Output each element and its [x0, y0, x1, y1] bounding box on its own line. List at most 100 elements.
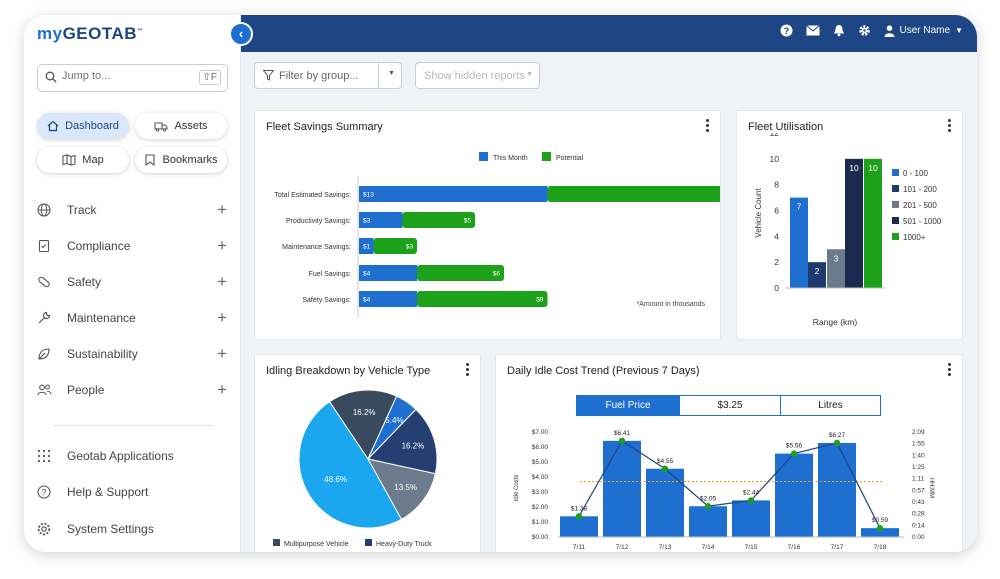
point-value-label: $0.59 [872, 517, 889, 524]
bar-value-label: 2 [815, 266, 820, 276]
nav-item-label: Geotab Applications [67, 449, 174, 463]
quick-link-dashboard[interactable]: Dashboard [37, 113, 129, 139]
trend-point [704, 503, 712, 510]
nav-item-compliance[interactable]: Compliance + [37, 236, 227, 256]
price-value-tab[interactable]: $3.25 [679, 396, 780, 415]
sidebar: myGEOTAB™ ⇧F Dashboard Assets Map Bookma… [24, 15, 241, 552]
x-axis-label: Range (km) [813, 317, 858, 327]
expand-plus-icon[interactable]: + [217, 200, 227, 219]
nav-item-track[interactable]: Track + [37, 200, 227, 220]
trend-point [575, 513, 583, 520]
nav-item-geotab-applications[interactable]: Geotab Applications [37, 446, 227, 466]
quick-link-assets[interactable]: Assets [135, 113, 227, 139]
nav-item-maintenance[interactable]: Maintenance + [37, 308, 227, 328]
expand-plus-icon[interactable]: + [217, 344, 227, 363]
pie-slice [367, 458, 436, 521]
x-tick-date: 7/15 [745, 544, 758, 551]
point-value-label: $6.27 [829, 432, 846, 439]
expand-plus-icon[interactable]: + [217, 272, 227, 291]
logo-tm: ™ [137, 28, 144, 35]
nav-item-safety[interactable]: Safety + [37, 272, 227, 292]
card-title: Fleet Savings Summary [266, 121, 383, 133]
y-left-tick: $2.00 [532, 504, 549, 511]
show-hidden-reports-dropdown[interactable]: Show hidden reports ▼ [415, 62, 540, 89]
idle-cost-bar [775, 453, 813, 537]
legend-swatch-this-month [479, 152, 488, 161]
bar-label-potential: $5 [464, 218, 472, 225]
tab-label: Fuel Price [605, 400, 651, 411]
trend-point [618, 437, 626, 445]
x-tick-date: 7/13 [659, 544, 672, 551]
help-icon[interactable]: ? [780, 24, 793, 37]
y-right-tick: 1:25 [912, 464, 925, 471]
expand-plus-icon[interactable]: + [217, 380, 227, 399]
people-icon [37, 384, 52, 396]
user-menu[interactable]: User Name ▼ [884, 24, 963, 37]
idle-cost-bar [732, 500, 770, 537]
idle-cost-bar [861, 528, 899, 537]
savings-category-label: Fuel Savings: [309, 271, 351, 278]
more-options-icon[interactable] [948, 119, 952, 134]
y-left-tick: $5.00 [532, 459, 549, 466]
svg-text:?: ? [783, 26, 789, 36]
nav-item-system-settings[interactable]: System Settings [37, 519, 227, 539]
group-filter-dropdown[interactable]: Filter by group... ▼ [254, 62, 402, 89]
y-right-tick: 0:43 [912, 499, 925, 506]
expand-plus-icon[interactable]: + [217, 308, 227, 327]
trend-point [661, 465, 669, 472]
card-title: Fleet Utilisation [748, 121, 824, 133]
y-tick-label: 10 [770, 154, 780, 164]
litres-tab[interactable]: Litres [780, 396, 880, 415]
savings-category-label: Safety Savings: [302, 297, 351, 304]
bell-icon[interactable] [833, 24, 845, 37]
y-left-tick: $0.00 [532, 534, 549, 541]
legend-swatch [892, 201, 899, 208]
y-right-tick: 0:00 [912, 534, 925, 541]
nav-item-label: Help & Support [67, 485, 149, 499]
settings-gear-icon[interactable] [858, 24, 871, 37]
app-window: myGEOTAB™ ⇧F Dashboard Assets Map Bookma… [24, 15, 977, 552]
mail-icon[interactable] [805, 25, 820, 36]
expand-plus-icon[interactable]: + [217, 236, 227, 255]
logo-geotab-text: GEOTAB [62, 24, 138, 43]
apps-grid-icon [37, 449, 51, 463]
logo-my-text: my [37, 24, 63, 43]
y-axis-left-label: Idle Costs [514, 475, 520, 502]
quick-link-bookmarks[interactable]: Bookmarks [135, 147, 227, 173]
bar-this-month [359, 291, 417, 307]
idling-breakdown-card: Idling Breakdown by Vehicle Type 16.2% 5.… [254, 354, 481, 552]
point-value-label: $2.44 [743, 489, 760, 496]
pie-slice-label: 48.6% [324, 475, 347, 484]
idle-cost-chart: $0.00 $1.00 $2.00 $3.00 $4.00 $5.00 $6.00 $7.00… [514, 429, 934, 551]
y-left-tick: $6.00 [532, 444, 549, 451]
jump-to-search[interactable]: ⇧F [37, 64, 228, 92]
sidebar-collapse-button[interactable]: ‹ [229, 22, 253, 46]
fuel-price-tab[interactable]: Fuel Price [577, 396, 679, 415]
legend-label: 201 - 500 [903, 201, 937, 210]
nav-item-sustainability[interactable]: Sustainability + [37, 344, 227, 364]
quick-link-map[interactable]: Map [37, 147, 129, 173]
quick-link-label: Map [82, 154, 104, 166]
more-options-icon[interactable] [706, 119, 710, 134]
y-tick-label: 2 [774, 257, 779, 267]
nav-item-help-support[interactable]: ? Help & Support [37, 482, 227, 502]
bar-this-month [359, 265, 417, 281]
jump-to-input[interactable] [62, 70, 182, 82]
more-options-icon[interactable] [466, 363, 470, 378]
x-tick-date: 7/11 [573, 544, 586, 551]
wrench-icon [38, 311, 51, 324]
bar-label-this-month: $1 [363, 244, 371, 251]
more-options-icon[interactable] [948, 363, 952, 378]
truck-icon [154, 122, 169, 132]
mygeotab-logo[interactable]: myGEOTAB™ [37, 24, 144, 44]
tab-label: Litres [818, 400, 843, 411]
nav-item-label: Maintenance [67, 311, 136, 325]
idle-cost-bar [689, 506, 727, 537]
dropdown-divider [378, 63, 379, 88]
nav-item-people[interactable]: People + [37, 380, 227, 400]
pie-slice [328, 389, 398, 461]
card-title: Idling Breakdown by Vehicle Type [266, 365, 431, 377]
nav-item-label: People [67, 383, 105, 397]
y-right-tick: 1:40 [912, 452, 925, 459]
bar-label-potential: $6 [493, 271, 501, 278]
